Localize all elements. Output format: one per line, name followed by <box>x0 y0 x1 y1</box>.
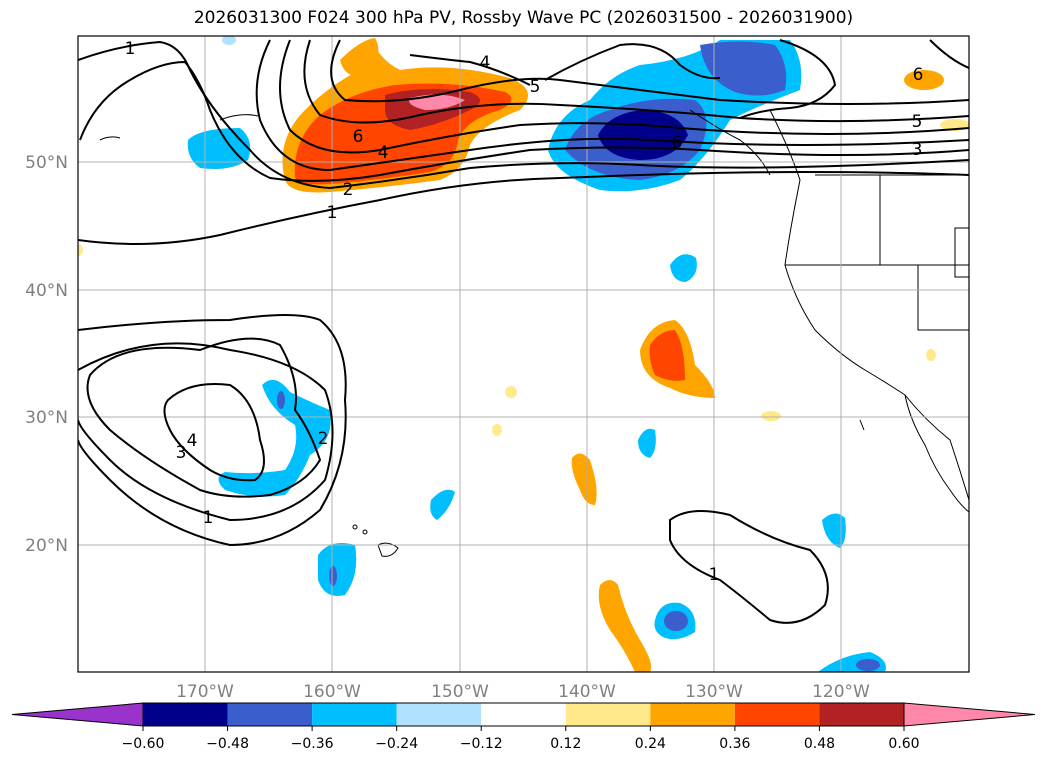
lat-label: 20°N <box>25 536 68 556</box>
colorbar: −0.60 −0.48 −0.36 −0.24 −0.12 0.12 0.24 0.36 0.4… <box>11 702 1036 752</box>
contour-label: 4 <box>187 431 198 451</box>
contour-label: 1 <box>203 508 214 528</box>
colorbar-bin <box>143 703 228 726</box>
colorbar-bin <box>819 703 904 726</box>
coastlines <box>99 109 969 557</box>
colorbar-frame <box>142 702 905 727</box>
lon-label: 160°W <box>303 682 361 702</box>
colorbar-tick-label: 0.12 <box>550 736 581 752</box>
colorbar-bin <box>650 703 735 726</box>
longitude-labels: 170°W 160°W 150°W 140°W 130°W 120°W <box>176 682 870 702</box>
contour-label: 1 <box>327 203 338 223</box>
lon-label: 150°W <box>431 682 489 702</box>
contour-label: 4 <box>480 53 491 73</box>
lat-label: 50°N <box>25 153 68 173</box>
colorbar-bin <box>565 703 651 726</box>
map-title: 2026031300 F024 300 hPa PV, Rossby Wave … <box>193 8 854 28</box>
colorbar-bin <box>396 703 482 726</box>
colorbar-extend-low <box>11 702 144 727</box>
colorbar-bin <box>227 703 313 726</box>
map-frame <box>77 35 970 673</box>
contour-label: 1 <box>125 39 136 59</box>
contour-label: 6 <box>672 133 683 153</box>
colorbar-tick-label: 0.36 <box>719 736 750 752</box>
colorbar-extend-high <box>903 702 1036 727</box>
contour-label: 4 <box>378 143 389 163</box>
contour-label: 1 <box>709 565 720 585</box>
colorbar-bin <box>312 703 397 726</box>
lon-label: 130°W <box>685 682 743 702</box>
contour-label: 5 <box>912 112 923 132</box>
colorbar-tick-label: 0.48 <box>804 736 835 752</box>
latitude-labels: 50°N 40°N 30°N 20°N <box>25 153 68 556</box>
gridlines <box>78 36 969 672</box>
colorbar-tick-label: −0.12 <box>460 736 503 752</box>
contour-label: 2 <box>343 180 354 200</box>
contour-label: 3 <box>912 140 923 160</box>
contour-label: 5 <box>530 77 541 97</box>
colorbar-tick-label: 0.60 <box>888 736 919 752</box>
lat-label: 30°N <box>25 408 68 428</box>
contour-label: 6 <box>353 127 364 147</box>
colorbar-bin <box>734 703 820 726</box>
colorbar-bin <box>481 703 566 726</box>
colorbar-tick-label: 0.24 <box>635 736 666 752</box>
contour-label: 3 <box>176 443 187 463</box>
positive-anomaly-shading <box>78 38 969 672</box>
colorbar-tick-label: −0.24 <box>375 736 418 752</box>
contour-label: 6 <box>913 65 924 85</box>
lon-label: 170°W <box>176 682 234 702</box>
colorbar-tick-label: −0.36 <box>291 736 334 752</box>
pv-contours <box>78 39 969 624</box>
lon-label: 120°W <box>812 682 870 702</box>
contour-label: 2 <box>318 429 329 449</box>
lon-label: 140°W <box>558 682 616 702</box>
lat-label: 40°N <box>25 281 68 301</box>
negative-anomaly-shading <box>187 36 886 672</box>
contour-labels: 1 4 5 6 4 2 1 5 3 6 3 4 2 1 1 6 <box>125 39 924 585</box>
colorbar-tick-label: −0.60 <box>122 736 165 752</box>
colorbar-tick-label: −0.48 <box>206 736 249 752</box>
